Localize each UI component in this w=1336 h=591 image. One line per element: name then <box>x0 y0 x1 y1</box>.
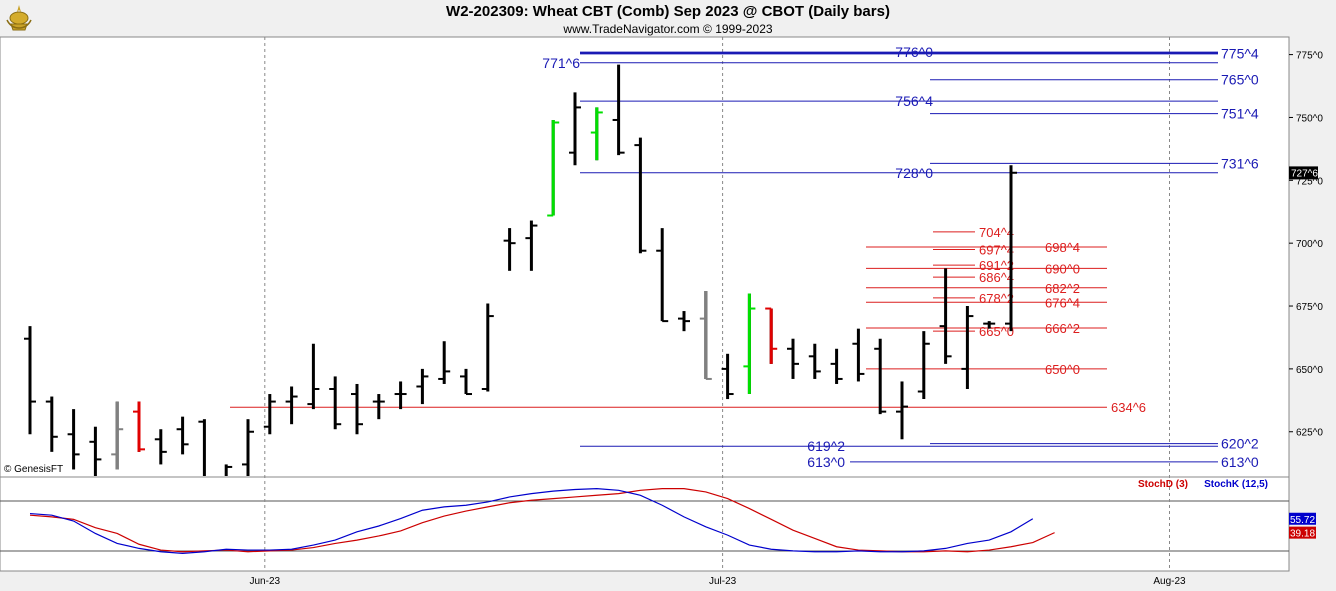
blue-level-label: 776^0 <box>895 44 933 60</box>
stoch-value-label: 39.18 <box>1290 529 1315 540</box>
chart-subtitle: www.TradeNavigator.com © 1999-2023 <box>563 22 773 36</box>
blue-level-label: 613^0 <box>1221 454 1259 470</box>
blue-level-label: 731^6 <box>1221 155 1259 171</box>
last-price-marker: 727^6 <box>1289 166 1318 180</box>
red-level-label: 666^2 <box>1045 321 1080 336</box>
x-tick-label: Jun-23 <box>250 576 281 587</box>
x-axis: Jun-23 Jul-23 Aug-23 <box>250 576 1187 587</box>
red-level-label: 704^4 <box>979 225 1014 240</box>
y-tick-label: 775^0 <box>1296 51 1323 62</box>
stoch-line <box>29 488 1055 553</box>
red-level-label: 665^0 <box>979 324 1014 339</box>
red-level-label: 678^2 <box>979 291 1014 306</box>
blue-level-label: 756^4 <box>895 93 933 109</box>
x-tick-label: Aug-23 <box>1153 576 1186 587</box>
logo-icon <box>6 5 32 31</box>
red-level-label: 691^2 <box>979 258 1014 273</box>
price-bars <box>24 64 1017 476</box>
blue-level-label: 771^6 <box>542 55 580 71</box>
red-level-label: 650^0 <box>1045 362 1080 377</box>
y-axis: 625^0 650^0 675^0 700^0 725^0 750^0 775^0 <box>1289 51 1323 439</box>
red-level-label: 682^2 <box>1045 281 1080 296</box>
y-tick-label: 650^0 <box>1296 365 1323 376</box>
red-level-label: 697^4 <box>979 242 1014 257</box>
blue-level-label: 765^0 <box>1221 72 1259 88</box>
month-grid <box>264 37 1170 571</box>
x-tick-label: Jul-23 <box>709 576 737 587</box>
y-tick-label: 750^0 <box>1296 113 1323 124</box>
price-panel[interactable] <box>0 36 1290 478</box>
red-level-label: 686^4 <box>979 270 1014 285</box>
price-levels: 776^0 775^4 771^6 765^0 756^4 751^4 731^6 728^0… <box>230 44 1259 470</box>
chart-title: W2-202309: Wheat CBT (Comb) Sep 2023 @ C… <box>446 3 890 20</box>
stoch-value-box <box>1289 512 1316 525</box>
blue-level-label: 613^0 <box>807 454 845 470</box>
red-level-label: 676^4 <box>1045 295 1080 310</box>
stoch-line <box>29 488 1034 554</box>
stoch-value-label: 55.72 <box>1290 515 1315 526</box>
stoch-last-values: 39.18 55.72 <box>1289 512 1316 540</box>
y-tick-label: 700^0 <box>1296 239 1323 250</box>
stochK-legend: StochK (12,5) <box>1204 479 1268 490</box>
blue-level-label: 728^0 <box>895 165 933 181</box>
stochD-legend: StochD (3) <box>1138 479 1188 490</box>
red-level-label: 698^4 <box>1045 240 1080 255</box>
stoch-lines <box>29 488 1055 554</box>
blue-level-label: 751^4 <box>1221 106 1259 122</box>
blue-level-label: 619^2 <box>807 438 845 454</box>
stoch-panel[interactable] <box>0 476 1290 572</box>
last-price-box <box>1289 166 1318 180</box>
y-tick-label: 725^0 <box>1296 176 1323 187</box>
red-level-label: 690^0 <box>1045 261 1080 276</box>
stoch-value-box <box>1289 526 1316 539</box>
last-price-label: 727^6 <box>1291 168 1318 179</box>
y-tick-label: 625^0 <box>1296 428 1323 439</box>
chart-header: W2-202309: Wheat CBT (Comb) Sep 2023 @ C… <box>0 0 1336 37</box>
watermark: © GenesisFT <box>4 464 63 475</box>
blue-level-label: 620^2 <box>1221 436 1259 452</box>
red-level-label: 634^6 <box>1111 400 1146 415</box>
blue-level-label: 775^4 <box>1221 45 1259 61</box>
y-tick-label: 675^0 <box>1296 302 1323 313</box>
